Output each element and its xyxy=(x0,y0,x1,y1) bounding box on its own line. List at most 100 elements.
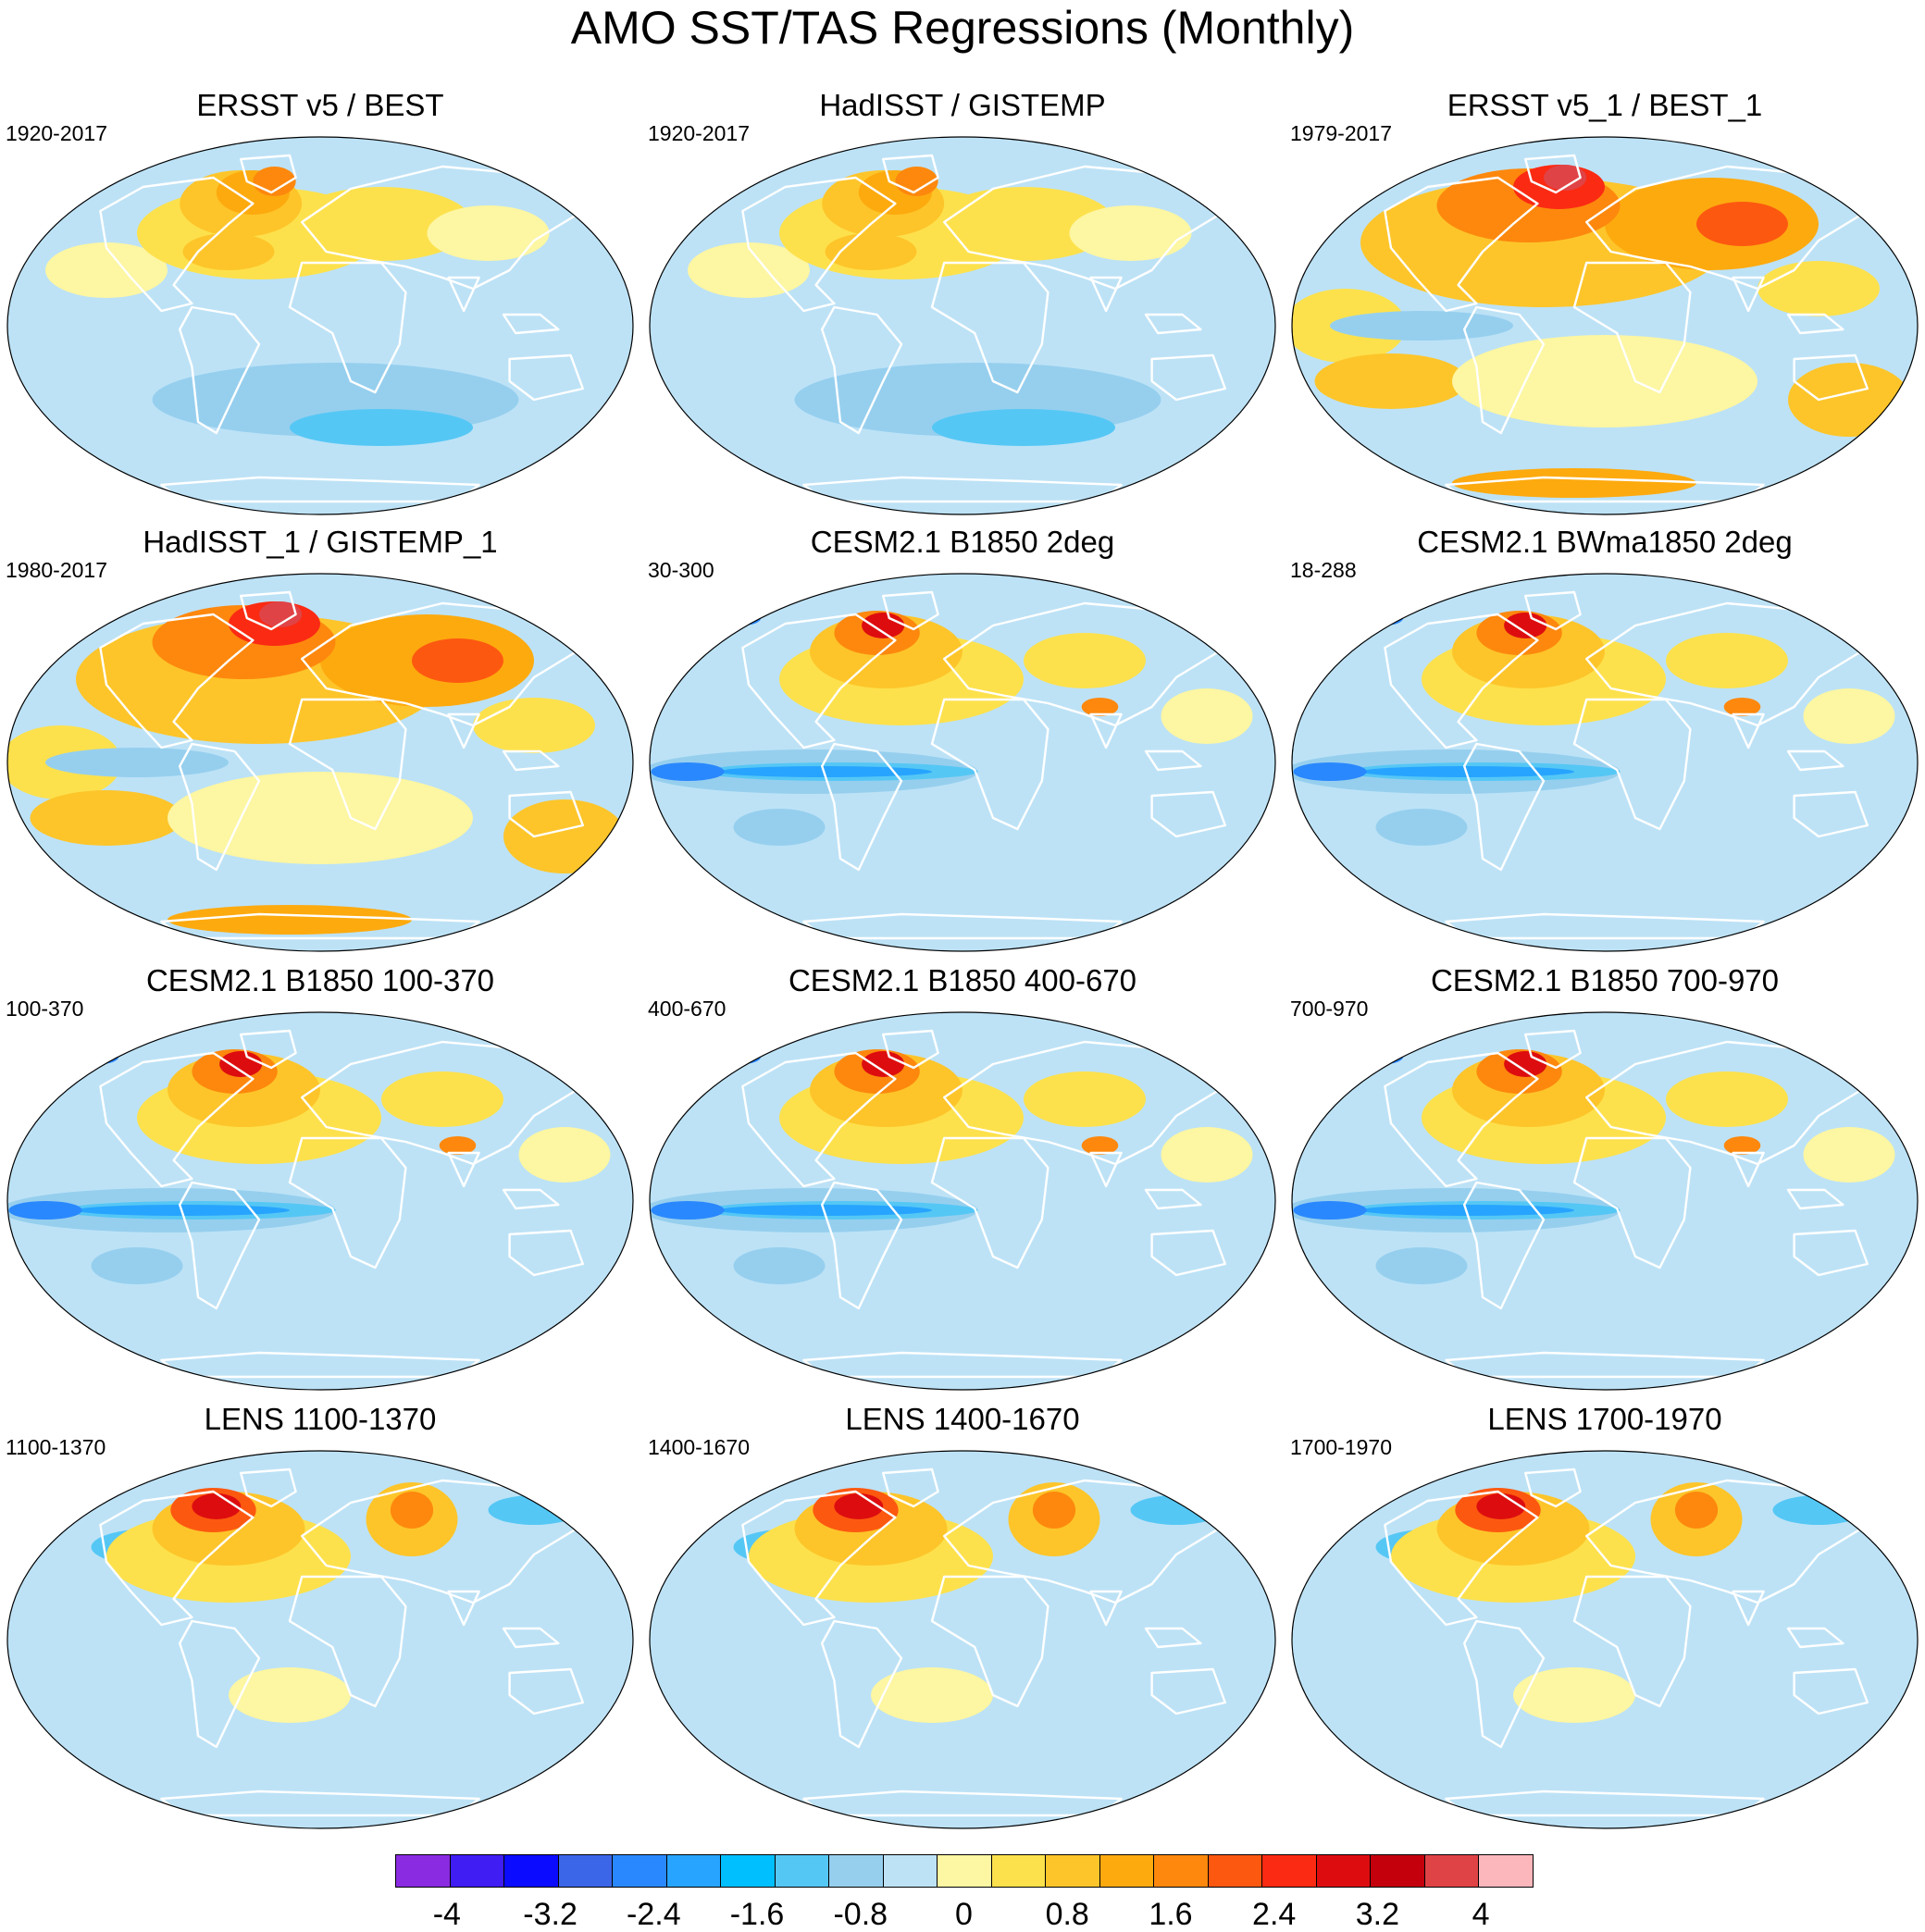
map-border xyxy=(1291,1450,1919,1829)
coastline xyxy=(1523,1468,1582,1508)
coastline xyxy=(178,1181,261,1310)
coastline xyxy=(1786,1188,1844,1210)
coastline xyxy=(1384,176,1539,313)
coastline xyxy=(930,261,1049,394)
panel-period-label: 1700-1970 xyxy=(1290,1435,1392,1459)
map-panel: LENS 1700-1970 1700-1970 xyxy=(1290,1401,1919,1836)
map-panel: CESM2.1 B1850 2deg 30-300 xyxy=(648,524,1277,959)
coastline xyxy=(239,1029,297,1070)
coastline xyxy=(178,305,261,435)
map-border xyxy=(1291,573,1919,952)
panel-period-label: 1400-1670 xyxy=(648,1435,750,1459)
regression-anomaly-patch xyxy=(45,313,259,357)
panel-title: ERSST v5 / BEST xyxy=(196,88,444,122)
map-border xyxy=(649,1450,1276,1829)
regression-anomaly-patch xyxy=(718,766,932,777)
coastline xyxy=(508,1667,584,1715)
map-field xyxy=(1292,574,1918,951)
regression-anomaly-patch xyxy=(1723,698,1761,716)
regression-anomaly-patch xyxy=(733,809,826,846)
coastline xyxy=(447,1590,480,1627)
panel-title: HadISST / GISTEMP xyxy=(819,88,1106,122)
coastline xyxy=(741,1490,897,1627)
map-border xyxy=(6,136,634,515)
regression-anomaly-patch xyxy=(1391,1229,1819,1321)
coastline xyxy=(1786,1627,1844,1649)
panel-period-label: 700-970 xyxy=(1290,997,1369,1021)
coastline xyxy=(1150,353,1226,402)
coastline xyxy=(1732,1151,1765,1188)
panel-title: HadISST_1 / GISTEMP_1 xyxy=(143,525,498,559)
coastline xyxy=(1786,313,1844,335)
panel-title: LENS 1100-1370 xyxy=(204,1402,437,1436)
colorbar-swatch xyxy=(665,1854,722,1888)
coastline xyxy=(508,1229,584,1277)
coastline xyxy=(1585,165,1869,291)
coastline xyxy=(447,712,480,749)
coastline xyxy=(1572,261,1692,394)
regression-map xyxy=(649,1011,1276,1391)
coastline xyxy=(239,590,297,631)
regression-anomaly-patch xyxy=(390,1492,434,1529)
map-panel: CESM2.1 BWma1850 2deg 18-288 xyxy=(1290,524,1919,959)
regression-anomaly-patch xyxy=(45,748,229,777)
map-panel: CESM2.1 B1850 700-970 700-970 xyxy=(1290,962,1919,1397)
coastline xyxy=(1144,313,1202,335)
regression-anomaly-patch xyxy=(1452,468,1696,498)
coastline xyxy=(447,1151,480,1188)
regression-anomaly-patch xyxy=(688,313,901,357)
regression-map xyxy=(1291,1011,1919,1391)
colorbar-tick-label: 1.6 xyxy=(1149,1897,1193,1932)
colorbar-swatch xyxy=(1261,1854,1317,1888)
colorbar-swatch xyxy=(937,1854,992,1888)
map-field xyxy=(7,1451,633,1828)
colorbar: -4 -3.2 -2.4 -1.6 -0.8 0 0.8 1.6 2.4 3.2 4 xyxy=(395,1854,1534,1930)
coastline xyxy=(1523,590,1582,631)
regression-anomaly-patch xyxy=(1032,1492,1076,1529)
colorbar-swatch xyxy=(1478,1854,1534,1888)
coastline xyxy=(508,790,584,838)
coastline xyxy=(741,613,897,749)
regression-anomaly-patch xyxy=(412,638,503,683)
coastline xyxy=(1150,1667,1226,1715)
colorbar-tick-label: 0 xyxy=(955,1897,973,1932)
map-field xyxy=(650,137,1275,514)
coastline xyxy=(1089,1151,1123,1188)
regression-map xyxy=(6,136,634,515)
coastline xyxy=(301,1040,584,1166)
regression-anomaly-patch xyxy=(290,409,473,446)
coastline xyxy=(1144,749,1202,772)
coastline xyxy=(1572,698,1692,831)
regression-anomaly-patch xyxy=(650,1630,978,1667)
panel-period-label: 18-288 xyxy=(1290,558,1357,582)
coastline xyxy=(943,1040,1226,1166)
colorbar-swatch xyxy=(1099,1854,1155,1888)
regression-map xyxy=(6,1011,634,1391)
regression-anomaly-patch xyxy=(932,409,1115,446)
coastline xyxy=(99,1490,255,1627)
coastline xyxy=(1572,1136,1692,1269)
panel-title: ERSST v5_1 / BEST_1 xyxy=(1447,88,1763,122)
panel-title: CESM2.1 BWma1850 2deg xyxy=(1417,525,1793,559)
map-field xyxy=(1292,1012,1918,1390)
panel-period-label: 1920-2017 xyxy=(6,121,107,145)
regression-anomaly-patch xyxy=(1081,698,1119,716)
coastline xyxy=(288,261,407,394)
colorbar-swatch xyxy=(990,1854,1047,1888)
coastline xyxy=(820,305,903,435)
map-panel: LENS 1400-1670 1400-1670 xyxy=(648,1401,1277,1836)
regression-map xyxy=(649,573,1276,952)
regression-anomaly-patch xyxy=(749,790,1176,883)
colorbar-swatch xyxy=(1153,1854,1209,1888)
regression-anomaly-patch xyxy=(192,1493,242,1519)
map-border xyxy=(6,1011,634,1391)
regression-map xyxy=(1291,136,1919,515)
regression-map xyxy=(6,573,634,952)
map-border xyxy=(6,1450,634,1829)
coastline xyxy=(943,165,1226,291)
coastline xyxy=(99,613,255,749)
map-field xyxy=(1292,137,1918,514)
coastline xyxy=(301,1479,584,1604)
regression-anomaly-patch xyxy=(1024,633,1146,688)
map-field xyxy=(650,1451,1275,1828)
